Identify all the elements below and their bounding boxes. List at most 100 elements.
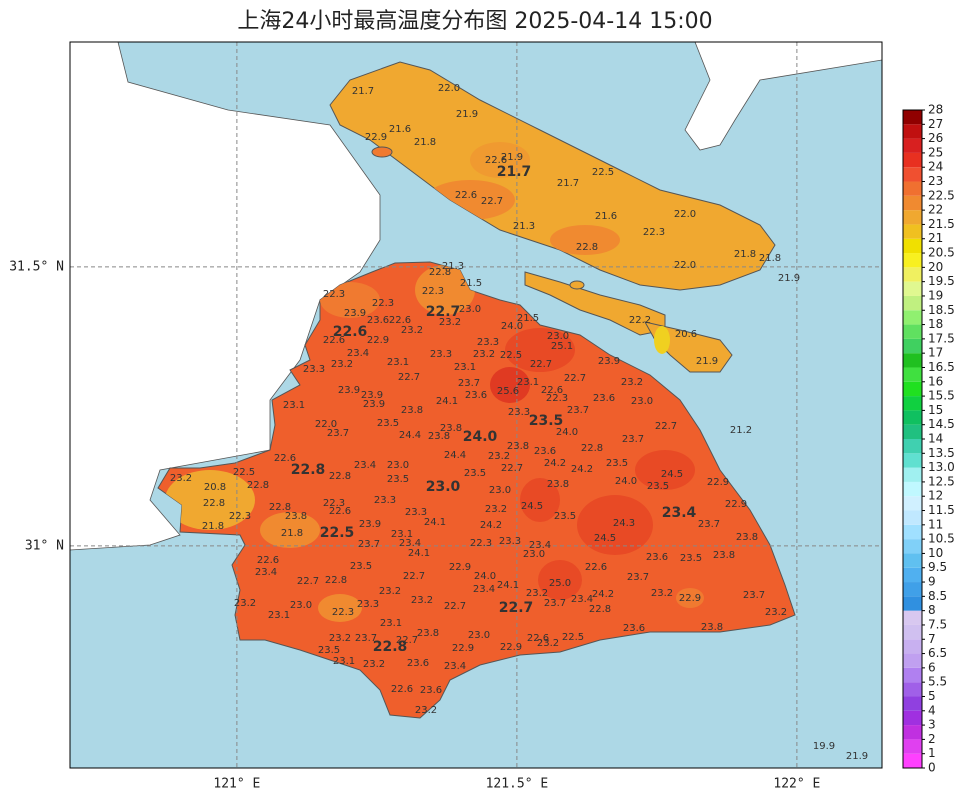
station-value-label: 22.5 <box>233 467 255 478</box>
station-value-label: 22.3 <box>372 298 394 309</box>
colorbar-segment <box>903 725 922 740</box>
station-value-label: 21.8 <box>414 137 436 148</box>
station-value-label: 23.5 <box>554 511 576 522</box>
colorbar-segment <box>903 481 922 497</box>
colorbar-label: 9.5 <box>928 560 947 574</box>
station-value-label: 23.2 <box>537 638 559 649</box>
colorbar-segment <box>903 253 922 268</box>
station-value-label: 23.2 <box>363 659 385 670</box>
station-value-label: 23.6 <box>623 623 645 634</box>
colorbar-segment <box>903 596 922 611</box>
colorbar-segment <box>903 381 922 397</box>
station-value-label: 21.8 <box>734 249 756 260</box>
colorbar-segment <box>903 582 922 597</box>
shading <box>425 142 620 255</box>
station-value-label: 23.9 <box>359 519 381 530</box>
station-value-label: 22.7 <box>530 359 552 370</box>
station-value-label: 23.8 <box>701 622 723 633</box>
station-value-label: 24.0 <box>615 476 637 487</box>
station-value-label: 22.7 <box>403 571 425 582</box>
station-value-label: 24.4 <box>444 450 466 461</box>
station-value-label: 22.7 <box>564 373 586 384</box>
islet <box>371 146 393 158</box>
station-value-label: 22.5 <box>500 350 522 361</box>
station-value-label: 23.2 <box>331 359 353 370</box>
station-value-label: 24.5 <box>521 501 543 512</box>
station-value-label: 22.6 <box>485 155 507 166</box>
colorbar-label: 13.0 <box>928 460 955 474</box>
station-value-label: 24.1 <box>424 517 446 528</box>
station-value-label: 22.3 <box>470 538 492 549</box>
station-value-label: 22.7 <box>444 601 466 612</box>
station-value-label: 23.5 <box>387 474 409 485</box>
chart-title: 上海24小时最高温度分布图 2025-04-14 15:00 <box>237 9 712 34</box>
colorbar-segment <box>903 124 922 139</box>
station-value-label: 23.1 <box>333 656 355 667</box>
station-value-label: 23.3 <box>430 349 452 360</box>
station-value-label: 22.9 <box>707 477 729 488</box>
colorbar-label: 22.5 <box>928 188 955 202</box>
station-value-label: 23.1 <box>454 362 476 373</box>
station-value-label: 22.8 <box>429 267 451 278</box>
station-value-label: 24.1 <box>497 580 519 591</box>
colorbar-label: 12 <box>928 489 943 503</box>
colorbar-label: 0 <box>928 761 936 775</box>
station-value-label: 22.3 <box>229 511 251 522</box>
station-value-label: 23.2 <box>411 595 433 606</box>
colorbar-segment <box>903 238 922 254</box>
station-value-label: 23.6 <box>367 315 389 326</box>
colorbar-label: 8 <box>928 603 936 617</box>
station-value-label: 23.0 <box>547 331 569 342</box>
colorbar-segment <box>903 110 922 125</box>
station-value-label: 23.9 <box>598 356 620 367</box>
station-value-label: 21.5 <box>460 278 482 289</box>
district-value-label: 23.5 <box>529 413 564 429</box>
station-value-label: 23.7 <box>627 572 649 583</box>
colorbar-label: 13.5 <box>928 446 955 460</box>
station-value-label: 23.7 <box>327 428 349 439</box>
colorbar-label: 14.5 <box>928 417 955 431</box>
station-value-label: 23.2 <box>234 598 256 609</box>
colorbar-label: 11.5 <box>928 503 955 517</box>
station-value-label: 23.3 <box>499 536 521 547</box>
station-value-label: 21.8 <box>759 253 781 264</box>
station-value-label: 22.0 <box>674 209 696 220</box>
station-value-label: 22.3 <box>332 607 354 618</box>
station-value-label: 23.8 <box>713 550 735 561</box>
station-value-label: 20.8 <box>204 482 226 493</box>
colorbar-label: 23 <box>928 174 943 188</box>
station-value-label: 22.7 <box>655 421 677 432</box>
district-value-label: 23.0 <box>426 479 461 495</box>
station-value-label: 23.2 <box>415 705 437 716</box>
station-value-label: 24.3 <box>613 518 635 529</box>
station-value-label: 23.5 <box>606 458 628 469</box>
station-value-label: 23.2 <box>485 504 507 515</box>
colorbar-label: 2 <box>928 732 936 746</box>
station-value-label: 22.8 <box>576 242 598 253</box>
station-value-label: 23.8 <box>428 431 450 442</box>
station-value-label: 22.7 <box>398 372 420 383</box>
station-value-label: 22.9 <box>367 335 389 346</box>
station-value-label: 23.6 <box>407 658 429 669</box>
station-value-label: 24.0 <box>556 427 578 438</box>
station-value-label: 23.0 <box>290 600 312 611</box>
colorbar-segment <box>903 167 922 182</box>
colorbar-label: 19 <box>928 288 943 302</box>
station-value-label: 23.5 <box>464 468 486 479</box>
colorbar-segment <box>903 567 922 583</box>
station-value-label: 23.1 <box>391 529 413 540</box>
y-tick-label: 31.5° N <box>9 259 64 274</box>
station-value-label: 22.7 <box>396 635 418 646</box>
y-tick-label: 31° N <box>25 538 64 553</box>
station-value-label: 22.6 <box>455 190 477 201</box>
colorbar-label: 1 <box>928 746 936 760</box>
colorbar-label: 14 <box>928 432 943 446</box>
district-value-label: 24.0 <box>463 429 498 445</box>
station-value-label: 22.6 <box>323 335 345 346</box>
station-value-label: 23.5 <box>377 418 399 429</box>
station-value-label: 22.7 <box>481 196 503 207</box>
station-value-label: 22.3 <box>323 498 345 509</box>
station-value-label: 21.6 <box>389 124 411 135</box>
colorbar-segment <box>903 324 922 339</box>
colorbar-segment <box>903 682 922 697</box>
